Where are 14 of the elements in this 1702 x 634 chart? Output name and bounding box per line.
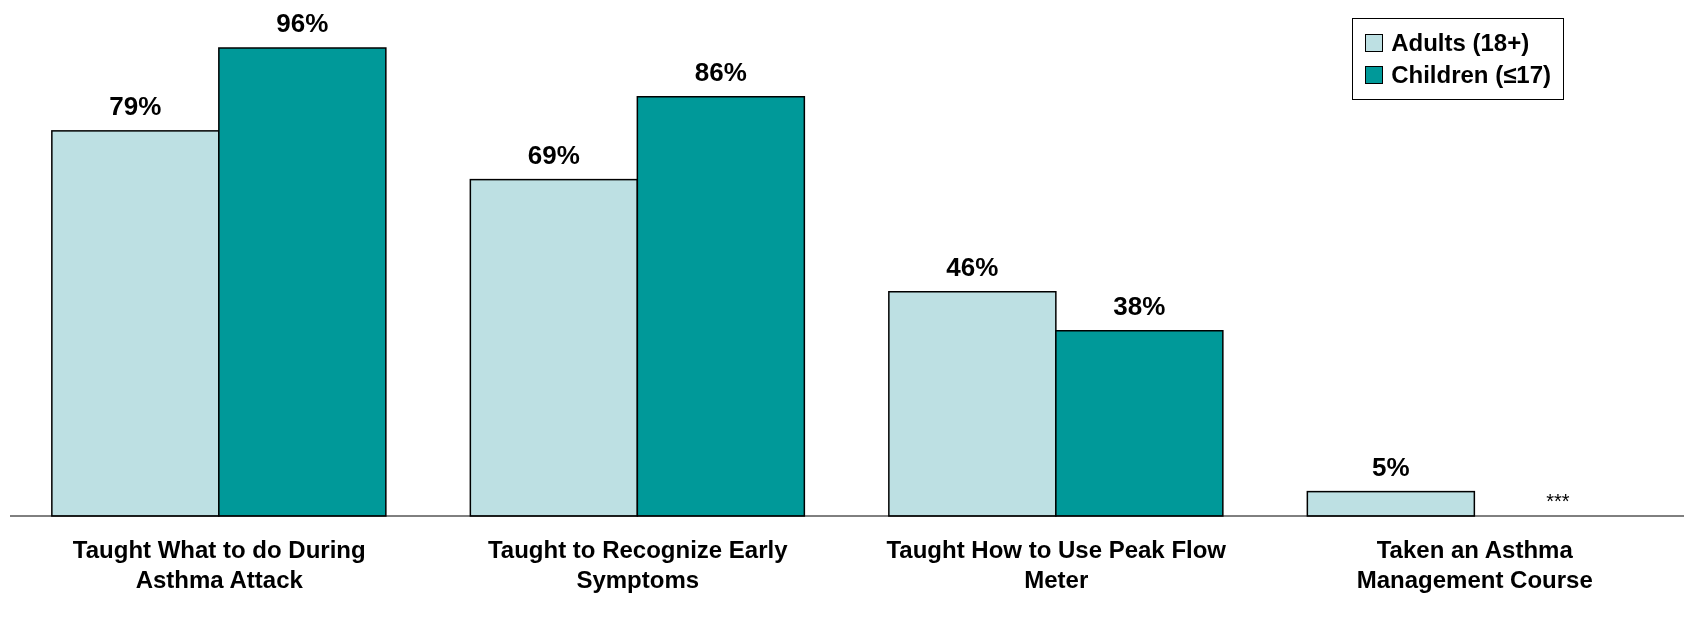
data-label: 69% [527, 139, 580, 170]
x-tick-label: Taught How to Use Peak Flow Meter [886, 536, 1227, 593]
x-tick-label: Taught What to do During Asthma Attack [72, 536, 366, 593]
data-label: 5% [1372, 451, 1410, 482]
data-label: 86% [694, 56, 747, 87]
legend-label: Children (≤17) [1391, 61, 1551, 89]
x-tick-label: Taken an Asthma Management Course [1356, 536, 1593, 593]
x-tick-label: Taught to Recognize Early Symptoms [487, 536, 789, 593]
data-label: 38% [1113, 290, 1166, 321]
data-label: 79% [109, 90, 162, 121]
legend-label: Adults (18+) [1391, 29, 1530, 57]
data-label: 46% [946, 251, 999, 282]
data-label: 96% [276, 8, 329, 38]
text: *** [1546, 490, 1570, 512]
